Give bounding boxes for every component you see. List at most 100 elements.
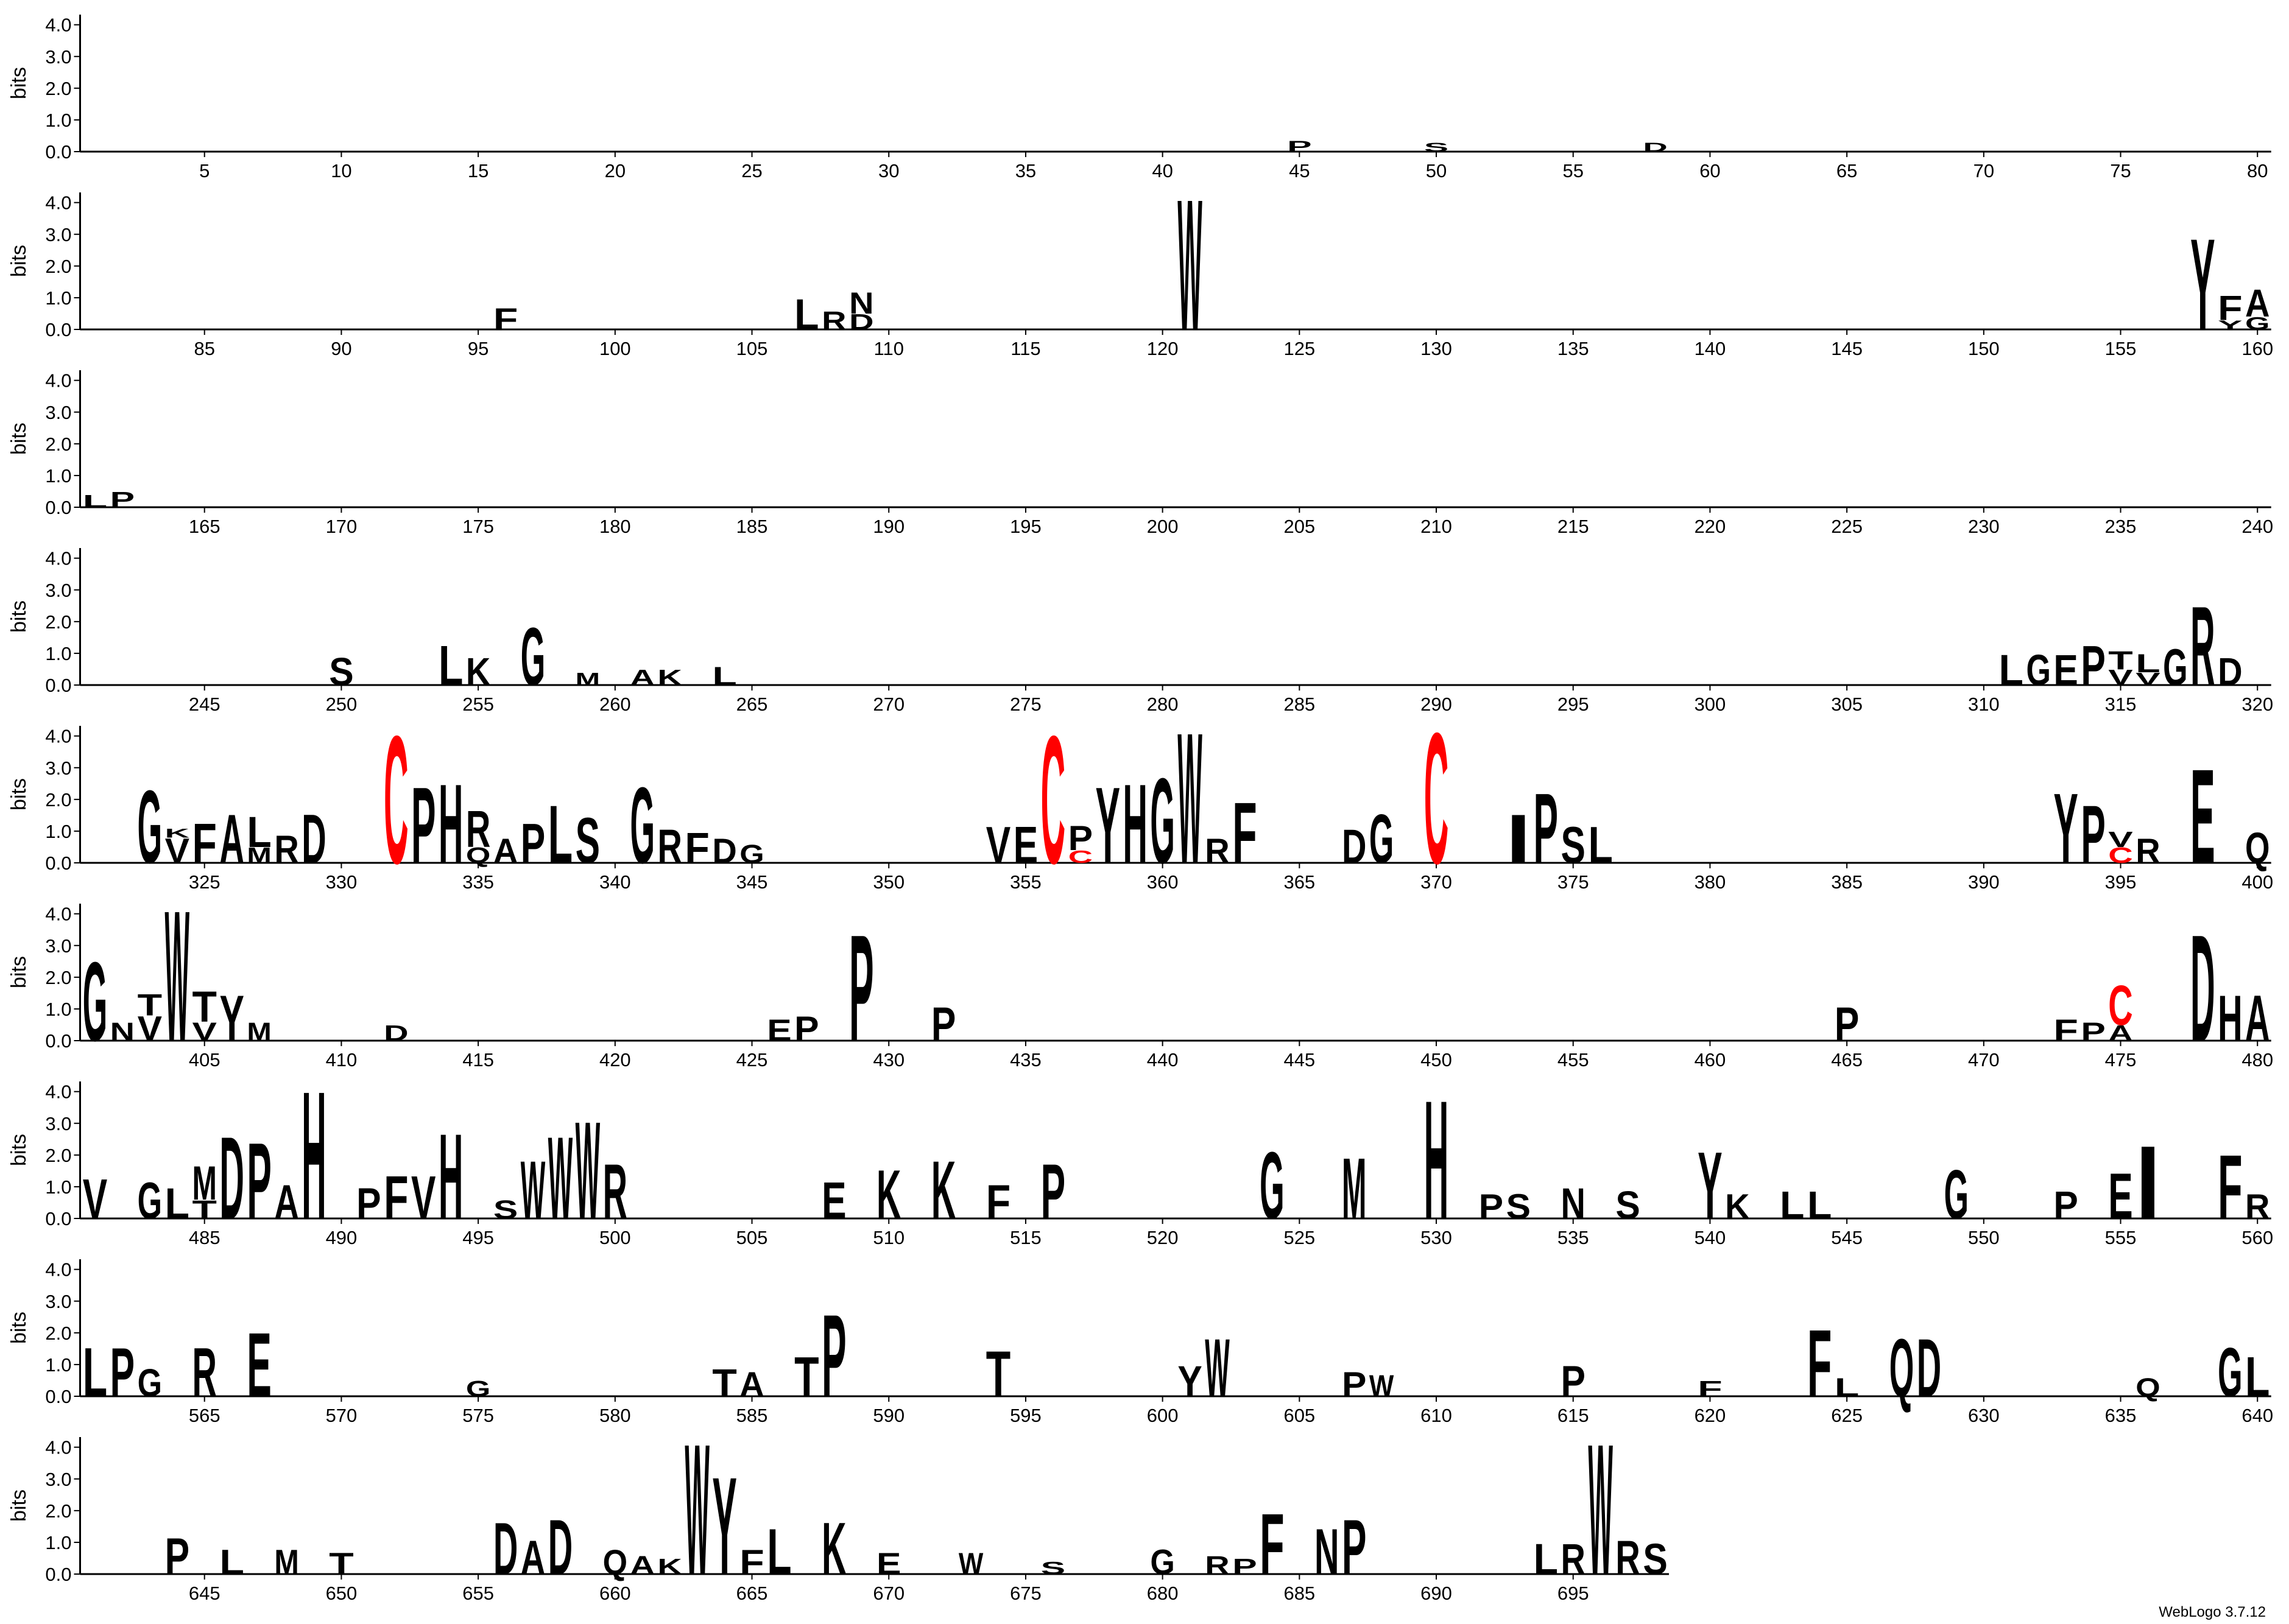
x-tick-label: 135	[1557, 338, 1589, 359]
y-tick-label: 4.0	[45, 726, 71, 747]
logo-letter: Q	[466, 843, 490, 868]
y-tick-label: 0.0	[45, 1564, 71, 1585]
logo-letter: Y	[2190, 213, 2215, 357]
x-tick-label: 580	[599, 1405, 631, 1426]
x-tick-label: 40	[1152, 160, 1173, 181]
x-tick-label: 185	[736, 516, 768, 537]
x-tick-label: 340	[599, 871, 631, 893]
x-tick-label: 400	[2241, 871, 2273, 893]
y-tick-label: 4.0	[45, 1259, 71, 1281]
x-tick-label: 395	[2105, 871, 2137, 893]
logo-letter: A	[739, 1365, 764, 1404]
x-tick-label: 560	[2241, 1227, 2273, 1248]
x-tick-label: 155	[2105, 338, 2137, 359]
logo-letter: P	[1534, 772, 1558, 884]
logo-letter: T	[2108, 646, 2132, 675]
x-tick-label: 420	[599, 1049, 631, 1070]
x-tick-label: 210	[1420, 516, 1452, 537]
logo-letter: G	[1150, 1543, 1174, 1582]
y-tick-label: 1.0	[45, 1176, 71, 1198]
logo-letter: P	[794, 1010, 819, 1049]
logo-letter: P	[411, 764, 436, 886]
logo-letter: C	[384, 698, 408, 902]
logo-row: bits 0.0 1.0 2.0 3.0 4.0 165 170 175 180 185 190 195…	[7, 370, 2273, 537]
logo-letter: W	[1205, 1322, 1230, 1414]
logo-letter: S	[1615, 1183, 1640, 1227]
logo-letter: S	[1424, 140, 1448, 155]
x-tick-label: 485	[189, 1227, 220, 1248]
logo-row: bits 0.0 1.0 2.0 3.0 4.0 485 490 495 500 505 510 515…	[7, 1054, 2273, 1257]
x-tick-label: 140	[1695, 338, 1726, 359]
x-tick-label: 410	[326, 1049, 358, 1070]
logo-letter: T	[138, 988, 162, 1022]
logo-letter: H	[302, 1054, 326, 1257]
logo-letter: K	[876, 1156, 901, 1234]
x-tick-label: 435	[1010, 1049, 1042, 1070]
logo-letter: T	[192, 983, 217, 1032]
logo-letter: I	[1506, 800, 1531, 878]
logo-letter: S	[1561, 816, 1585, 874]
logo-letter: L	[548, 789, 573, 881]
x-tick-label: 490	[326, 1227, 358, 1248]
x-tick-label: 465	[1831, 1049, 1863, 1070]
x-tick-label: 200	[1147, 516, 1179, 537]
x-tick-label: 285	[1283, 694, 1315, 715]
y-tick-label: 4.0	[45, 15, 71, 36]
logo-letter: L	[247, 808, 271, 857]
x-tick-label: 190	[873, 516, 905, 537]
logo-letter: D	[1643, 140, 1667, 155]
x-tick-label: 480	[2241, 1049, 2273, 1070]
logo-letter: D	[2190, 904, 2215, 1074]
footer: WebLogo 3.7.12	[2159, 1604, 2266, 1620]
logo-letter: F	[2218, 289, 2242, 328]
x-tick-label: 330	[326, 871, 358, 893]
x-tick-label: 610	[1420, 1405, 1452, 1426]
logo-letter: C	[1424, 694, 1448, 903]
y-tick-label: 4.0	[45, 1437, 71, 1458]
logo-letter: R	[1205, 1551, 1229, 1580]
logo-letter: K	[822, 1507, 846, 1590]
logo-letter: H	[439, 761, 463, 887]
x-tick-label: 600	[1147, 1405, 1179, 1426]
x-tick-label: 90	[331, 338, 351, 359]
logo-letter: G	[630, 764, 655, 886]
logo-letter: W	[959, 1547, 984, 1581]
logo-letter: S	[576, 804, 600, 877]
logo-row: bits 0.0 1.0 2.0 3.0 4.0 645 650 655 660 665 670 675…	[7, 1405, 1670, 1614]
logo-letter: G	[2163, 638, 2187, 697]
x-tick-label: 460	[1695, 1049, 1726, 1070]
logo-letter: L	[83, 491, 107, 511]
logo-letter: A	[2245, 982, 2270, 1055]
logo-letter: D	[302, 800, 326, 878]
logo-letter: D	[384, 1021, 408, 1046]
logo-letter: M	[247, 843, 271, 868]
y-tick-label: 0.0	[45, 852, 71, 874]
y-tick-label: 3.0	[45, 46, 71, 68]
y-tick-label: 2.0	[45, 611, 71, 633]
logo-letter: P	[2081, 789, 2105, 881]
logo-letter: H	[1424, 1066, 1448, 1255]
logo-letter: Q	[1889, 1322, 1914, 1414]
logo-letter: T	[986, 1337, 1010, 1410]
x-tick-label: 290	[1420, 694, 1452, 715]
logo-letter: F	[1232, 784, 1257, 882]
x-tick-label: 240	[2241, 516, 2273, 537]
x-tick-label: 45	[1289, 160, 1310, 181]
x-tick-label: 345	[736, 871, 768, 893]
x-tick-label: 675	[1010, 1583, 1042, 1604]
logo-letter: R	[822, 306, 846, 336]
logo-letter: R	[2245, 1187, 2270, 1226]
x-tick-label: 165	[189, 516, 220, 537]
x-tick-label: 300	[1695, 694, 1726, 715]
logo-letter: P	[165, 1527, 189, 1586]
logo-letter: R	[1561, 1535, 1585, 1584]
x-tick-label: 620	[1695, 1405, 1726, 1426]
logo-letter: I	[2136, 1124, 2160, 1241]
logo-row: bits 0.0 1.0 2.0 3.0 4.0 325 330 335 340 345 350 355…	[7, 694, 2273, 903]
x-tick-label: 220	[1695, 516, 1726, 537]
logo-letter: G	[1369, 800, 1394, 878]
x-tick-label: 415	[462, 1049, 494, 1070]
logo-letter: Q	[2245, 824, 2270, 873]
x-tick-label: 670	[873, 1583, 905, 1604]
logo-letter: A	[493, 832, 518, 871]
